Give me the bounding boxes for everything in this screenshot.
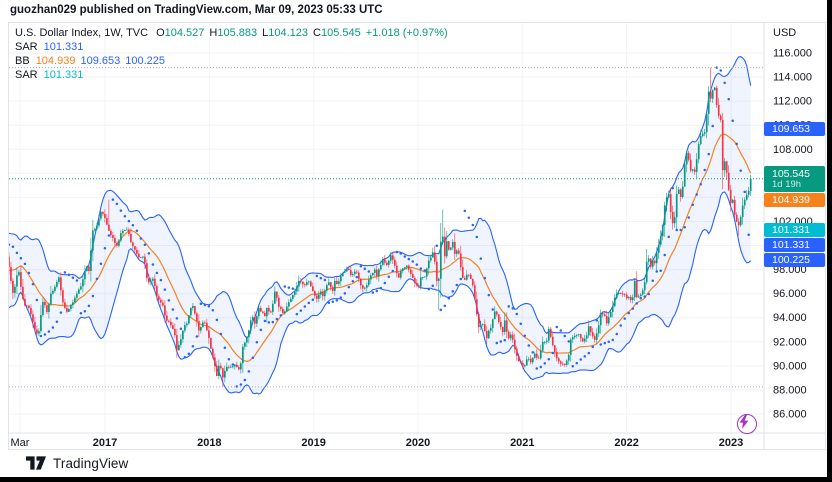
indicator-label: BB	[15, 55, 30, 67]
badge-price: 104.939	[772, 193, 810, 206]
indicator-label: SAR	[15, 41, 38, 53]
badge-price: 109.653	[772, 123, 810, 136]
publish-caption: guozhan029 published on TradingView.com,…	[10, 4, 383, 16]
price-axis-label[interactable]: 108.000	[773, 144, 813, 156]
legend-indicator-row-sar-2[interactable]: SAR 101.331	[15, 68, 448, 82]
low-value: 104.123	[268, 27, 309, 39]
bar-countdown: 1d 19h	[772, 178, 802, 190]
open-value: 104.527	[164, 27, 205, 39]
price-axis-label[interactable]: 94.000	[773, 312, 807, 324]
time-axis-label[interactable]: 2018	[197, 437, 221, 449]
footer-brand[interactable]: TradingView	[26, 453, 128, 473]
close-label: C	[313, 27, 321, 39]
price-scale-badge: 101.331	[764, 237, 825, 252]
time-axis-label[interactable]: 2022	[614, 437, 638, 449]
price-axis-unit: USD	[773, 27, 796, 39]
price-axis-label[interactable]: 114.000	[773, 72, 812, 84]
price-scale-badge: 104.939	[764, 192, 825, 207]
badge-price: 101.331	[772, 238, 810, 251]
price-scale-badge: 105.545 1d 19h	[764, 165, 825, 192]
price-chart-canvas[interactable]: USD116.000114.000112.000110.000108.00010…	[9, 23, 825, 449]
bb-lower-value: 100.225	[125, 55, 165, 67]
price-axis-label[interactable]: 92.000	[773, 336, 807, 348]
price-scale-badge: 101.331	[764, 222, 825, 237]
badge-price: 105.545	[772, 167, 810, 180]
open-label: O	[156, 27, 165, 39]
badge-price: 101.331	[772, 223, 810, 236]
time-axis-label[interactable]: 2020	[406, 437, 430, 449]
tradingview-logo-icon	[26, 456, 46, 470]
close-value: 105.545	[320, 27, 361, 39]
price-axis-label[interactable]: 90.000	[773, 360, 807, 372]
price-axis-label[interactable]: 98.000	[773, 264, 807, 276]
legend-indicator-row-sar-1[interactable]: SAR 101.331	[15, 40, 448, 54]
chart-frame: USD116.000114.000112.000110.000108.00010…	[8, 22, 826, 450]
price-axis-label[interactable]: 116.000	[773, 48, 812, 60]
price-axis-label[interactable]: 86.000	[773, 409, 807, 421]
change-value: +1.018 (+0.97%)	[365, 27, 448, 39]
time-axis-label[interactable]: Mar	[10, 437, 29, 449]
symbol-title: U.S. Dollar Index, 1W, TVC	[15, 27, 149, 39]
indicator-value: 101.331	[43, 69, 84, 81]
legend-indicator-row-bb[interactable]: BB 104.939 109.653 100.225	[15, 54, 448, 68]
price-scale-badge: 109.653	[764, 122, 825, 137]
lightning-icon	[739, 415, 749, 429]
price-axis-label[interactable]: 96.000	[773, 288, 807, 300]
time-axis-label[interactable]: 2021	[510, 437, 534, 449]
bb-upper-value: 109.653	[80, 55, 121, 67]
time-axis-label[interactable]: 2023	[719, 437, 743, 449]
low-label: L	[262, 27, 269, 39]
bb-basis-value: 104.939	[35, 55, 76, 67]
price-scale-badge: 100.225	[764, 252, 825, 267]
footer-brand-label: TradingView	[53, 455, 129, 471]
high-value: 105.883	[217, 27, 258, 39]
chart-legend: U.S. Dollar Index, 1W, TVC O104.527 H105.8…	[15, 26, 448, 82]
legend-symbol-row[interactable]: U.S. Dollar Index, 1W, TVC O104.527 H105.8…	[15, 26, 448, 40]
indicator-value: 101.331	[43, 41, 84, 53]
time-axis-label[interactable]: 2019	[301, 437, 325, 449]
price-axis-label[interactable]: 112.000	[773, 96, 812, 108]
badge-price: 100.225	[772, 253, 810, 266]
indicator-label: SAR	[15, 69, 38, 81]
time-axis-label[interactable]: 2017	[93, 437, 117, 449]
high-label: H	[209, 27, 218, 39]
price-axis-label[interactable]: 88.000	[773, 384, 807, 396]
lightning-button[interactable]	[737, 414, 757, 434]
